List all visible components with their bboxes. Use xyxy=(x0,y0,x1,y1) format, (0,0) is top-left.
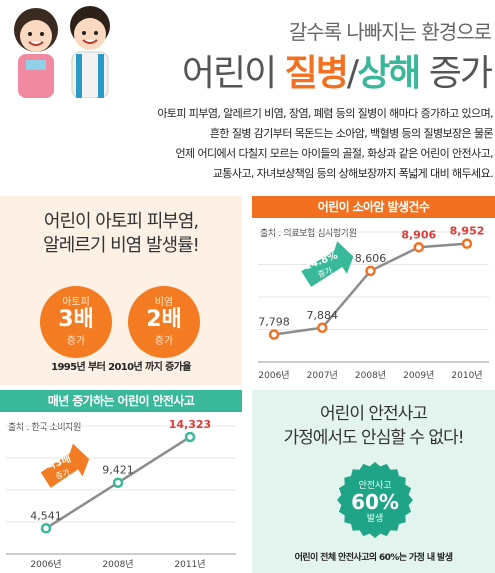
home-heading-line: 가정에서도 안심할 수 없다! xyxy=(283,428,464,448)
page-title: 어린이 질병/상해 증가 xyxy=(181,44,493,96)
title-prefix: 어린이 xyxy=(181,53,285,94)
burst-top: 안전사고 xyxy=(358,480,391,491)
data-label: 9,421 xyxy=(102,464,134,477)
x-tick-label: 2008년 xyxy=(355,370,386,381)
page-subtitle: 갈수록 나빠지는 환경으로 xyxy=(288,20,492,44)
burst-value: 60% xyxy=(351,490,399,514)
x-tick-label: 2011년 xyxy=(174,559,205,570)
children-illustration xyxy=(14,6,110,98)
atopy-badge: 아토피 3배 증가 xyxy=(40,286,112,358)
intro-line: 아토피 피부염, 알레르기 비염, 장염, 폐렴 등의 질병이 해마다 증가하고… xyxy=(157,107,493,120)
data-point xyxy=(461,238,473,249)
x-tick-label: 2006년 xyxy=(258,370,289,381)
rhinitis-badge: 비염 2배 증가 xyxy=(128,286,200,358)
cancer-line-chart: 14.8% 증가 7,798 2006년 7,884 2007년 8,606 2008년 8… xyxy=(258,225,489,381)
badge-value: 3배 xyxy=(58,307,94,332)
x-tick-label: 2007년 xyxy=(307,370,338,381)
data-point xyxy=(365,265,376,277)
data-label: 8,906 xyxy=(401,228,436,241)
data-label: 4,541 xyxy=(30,509,62,522)
cancer-source: 출처 : 의료보험 심사평가원 xyxy=(260,229,357,239)
data-label: 8,952 xyxy=(450,225,485,238)
title-highlight-disease: 질병 xyxy=(284,53,349,94)
intro-text: 아토피 피부염, 알레르기 비염, 장염, 폐렴 등의 질병이 해마다 증가하고… xyxy=(73,104,493,184)
badge-bottom: 증가 xyxy=(66,336,86,347)
title-highlight-injury: 상해 xyxy=(357,53,421,94)
home-heading-line: 어린이 안전사고 xyxy=(320,404,428,424)
data-label: 8,606 xyxy=(355,252,387,265)
data-label: 14,323 xyxy=(169,418,211,431)
title-separator: / xyxy=(346,53,359,94)
home-caption: 어린이 전체 안전사고의 60%는 가정 내 발생 xyxy=(294,553,453,563)
badge-bottom: 증가 xyxy=(154,336,174,347)
data-label: 7,798 xyxy=(258,316,290,329)
accident-chart-title: 매년 증가하는 어린이 안전사고 xyxy=(0,390,242,412)
data-point xyxy=(184,431,196,443)
x-tick-label: 2010년 xyxy=(451,370,482,381)
badge-value: 2배 xyxy=(146,307,182,332)
cancer-chart-title: 어린이 소아암 발생건수 xyxy=(252,196,495,218)
atopy-heading-line: 어린이 아토피 피부염, xyxy=(43,211,199,232)
intro-line: 교통사고, 자녀보상책임 등의 상해보장까지 폭넓게 대비 해두세요. xyxy=(212,167,494,180)
atopy-caption: 1995년 부터 2010년 까지 증가율 xyxy=(51,362,191,373)
x-tick-label: 2006년 xyxy=(30,559,61,570)
accident-panel: 매년 증가하는 어린이 안전사고 출처 : 한국 소비자원 약3배 증가 4,5… xyxy=(0,390,242,573)
home-safety-panel: 어린이 안전사고 가정에서도 안심할 수 없다! 안전사고 60% 발생 어린이… xyxy=(252,390,495,573)
x-tick-label: 2008년 xyxy=(102,559,133,570)
accident-line-chart: 약3배 증가 4,541 2006년 9,421 2008년 14,323 2011년 xyxy=(6,418,236,570)
atopy-panel: 어린이 아토피 피부염, 알레르기 비염 발생률! 아토피 3배 증가 비염 2… xyxy=(0,196,242,386)
badge-top: 아토피 xyxy=(62,297,90,308)
intro-line: 언제 어디에서 다칠지 모르는 아이들의 골절, 화상과 같은 어린이 안전사고… xyxy=(175,147,494,160)
badge-top: 비염 xyxy=(154,297,174,308)
cancer-panel: 어린이 소아암 발생건수 출처 : 의료보험 심사평가원 14.8% 증가 7,… xyxy=(252,196,495,386)
data-point xyxy=(413,242,424,253)
arrow-badge: 14.8% 증가 xyxy=(301,241,354,287)
home-heading: 어린이 안전사고 가정에서도 안심할 수 없다! xyxy=(252,402,495,450)
title-suffix: 증가 xyxy=(419,53,493,94)
data-point xyxy=(268,329,280,340)
atopy-heading-line: 알레르기 비염 발생률! xyxy=(43,235,200,256)
data-point xyxy=(317,322,328,334)
data-point xyxy=(112,477,124,488)
intro-line: 흔한 질병 감기부터 목돈드는 소아암, 백혈병 등의 질병보장은 물론 xyxy=(209,127,494,140)
arrow-badge: 약3배 증가 xyxy=(40,443,90,488)
accident-source: 출처 : 한국 소비자원 xyxy=(8,423,82,433)
percent-burst-badge: 안전사고 60% 발생 xyxy=(337,462,413,538)
data-point xyxy=(40,523,52,534)
atopy-heading: 어린이 아토피 피부염, 알레르기 비염 발생률! xyxy=(0,210,242,258)
x-tick-label: 2009년 xyxy=(403,370,434,381)
data-label: 7,884 xyxy=(307,309,339,322)
burst-bottom: 발생 xyxy=(367,513,384,524)
